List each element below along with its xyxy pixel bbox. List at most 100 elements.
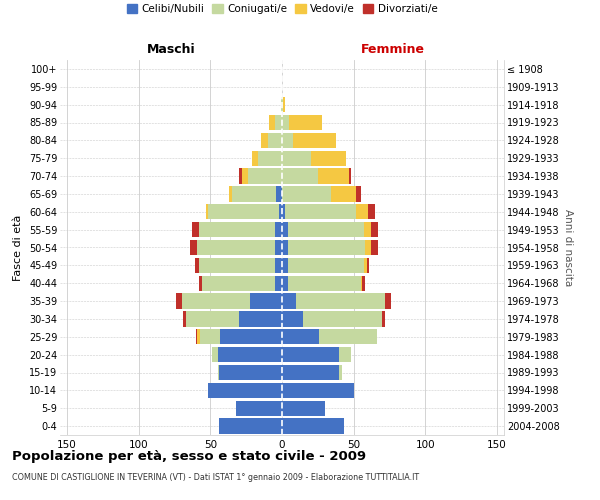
Bar <box>282 168 318 184</box>
Bar <box>288 240 365 255</box>
Bar <box>289 115 322 130</box>
Bar <box>339 347 351 362</box>
Bar <box>282 222 288 237</box>
Bar <box>275 115 282 130</box>
Bar <box>288 258 364 273</box>
Bar <box>364 258 367 273</box>
Bar <box>367 258 370 273</box>
Bar <box>252 150 257 166</box>
Bar <box>331 186 356 202</box>
Bar <box>192 222 199 237</box>
Text: Maschi: Maschi <box>146 44 196 57</box>
Bar <box>282 294 296 308</box>
Bar <box>282 150 311 166</box>
Bar <box>275 276 282 291</box>
Bar <box>269 115 275 130</box>
Bar <box>199 222 275 237</box>
Bar <box>282 115 289 130</box>
Bar <box>296 294 385 308</box>
Bar <box>190 240 197 255</box>
Bar <box>229 186 232 202</box>
Bar <box>268 133 282 148</box>
Bar <box>285 204 356 220</box>
Bar <box>282 240 288 255</box>
Bar <box>219 418 282 434</box>
Bar <box>283 97 285 112</box>
Legend: Celibi/Nubili, Coniugati/e, Vedovi/e, Divorziati/e: Celibi/Nubili, Coniugati/e, Vedovi/e, Di… <box>122 0 442 18</box>
Bar <box>250 294 282 308</box>
Text: Popolazione per età, sesso e stato civile - 2009: Popolazione per età, sesso e stato civil… <box>12 450 366 463</box>
Text: Femmine: Femmine <box>361 44 425 57</box>
Bar <box>361 276 362 291</box>
Bar <box>212 347 218 362</box>
Bar <box>197 240 275 255</box>
Bar <box>282 418 344 434</box>
Bar <box>282 97 283 112</box>
Bar <box>208 204 279 220</box>
Bar <box>260 133 268 148</box>
Bar <box>182 294 250 308</box>
Bar <box>276 186 282 202</box>
Bar <box>186 312 239 326</box>
Bar <box>220 329 282 344</box>
Bar <box>349 168 351 184</box>
Bar <box>318 168 349 184</box>
Bar <box>232 186 276 202</box>
Bar <box>239 312 282 326</box>
Bar <box>385 294 391 308</box>
Bar <box>239 168 242 184</box>
Bar <box>218 365 219 380</box>
Bar <box>218 347 282 362</box>
Bar <box>282 258 288 273</box>
Bar <box>364 222 371 237</box>
Bar <box>282 133 293 148</box>
Bar <box>288 222 364 237</box>
Bar <box>282 276 288 291</box>
Y-axis label: Fasce di età: Fasce di età <box>13 214 23 280</box>
Bar <box>368 204 375 220</box>
Bar <box>208 383 282 398</box>
Bar <box>371 222 378 237</box>
Bar <box>202 276 275 291</box>
Bar <box>248 168 282 184</box>
Bar <box>199 276 202 291</box>
Bar <box>281 97 282 112</box>
Bar <box>362 276 365 291</box>
Bar <box>183 312 186 326</box>
Bar <box>382 312 385 326</box>
Bar <box>194 258 199 273</box>
Bar <box>282 204 285 220</box>
Bar <box>199 258 275 273</box>
Bar <box>356 186 361 202</box>
Bar <box>282 186 331 202</box>
Bar <box>339 365 342 380</box>
Y-axis label: Anni di nascita: Anni di nascita <box>563 209 574 286</box>
Bar <box>200 329 220 344</box>
Bar <box>356 204 368 220</box>
Bar <box>282 383 353 398</box>
Bar <box>282 400 325 416</box>
Bar <box>219 365 282 380</box>
Text: COMUNE DI CASTIGLIONE IN TEVERINA (VT) - Dati ISTAT 1° gennaio 2009 - Elaborazio: COMUNE DI CASTIGLIONE IN TEVERINA (VT) -… <box>12 472 419 482</box>
Bar <box>206 204 208 220</box>
Bar <box>257 150 282 166</box>
Bar <box>282 347 339 362</box>
Bar <box>242 168 248 184</box>
Bar <box>282 365 339 380</box>
Bar <box>236 400 282 416</box>
Bar <box>176 294 182 308</box>
Bar <box>279 204 282 220</box>
Bar <box>319 329 377 344</box>
Bar <box>196 329 197 344</box>
Bar <box>282 312 304 326</box>
Bar <box>293 133 337 148</box>
Bar <box>304 312 382 326</box>
Bar <box>197 329 200 344</box>
Bar <box>275 240 282 255</box>
Bar <box>365 240 371 255</box>
Bar <box>371 240 378 255</box>
Bar <box>288 276 361 291</box>
Bar <box>311 150 346 166</box>
Bar <box>275 222 282 237</box>
Bar <box>282 329 319 344</box>
